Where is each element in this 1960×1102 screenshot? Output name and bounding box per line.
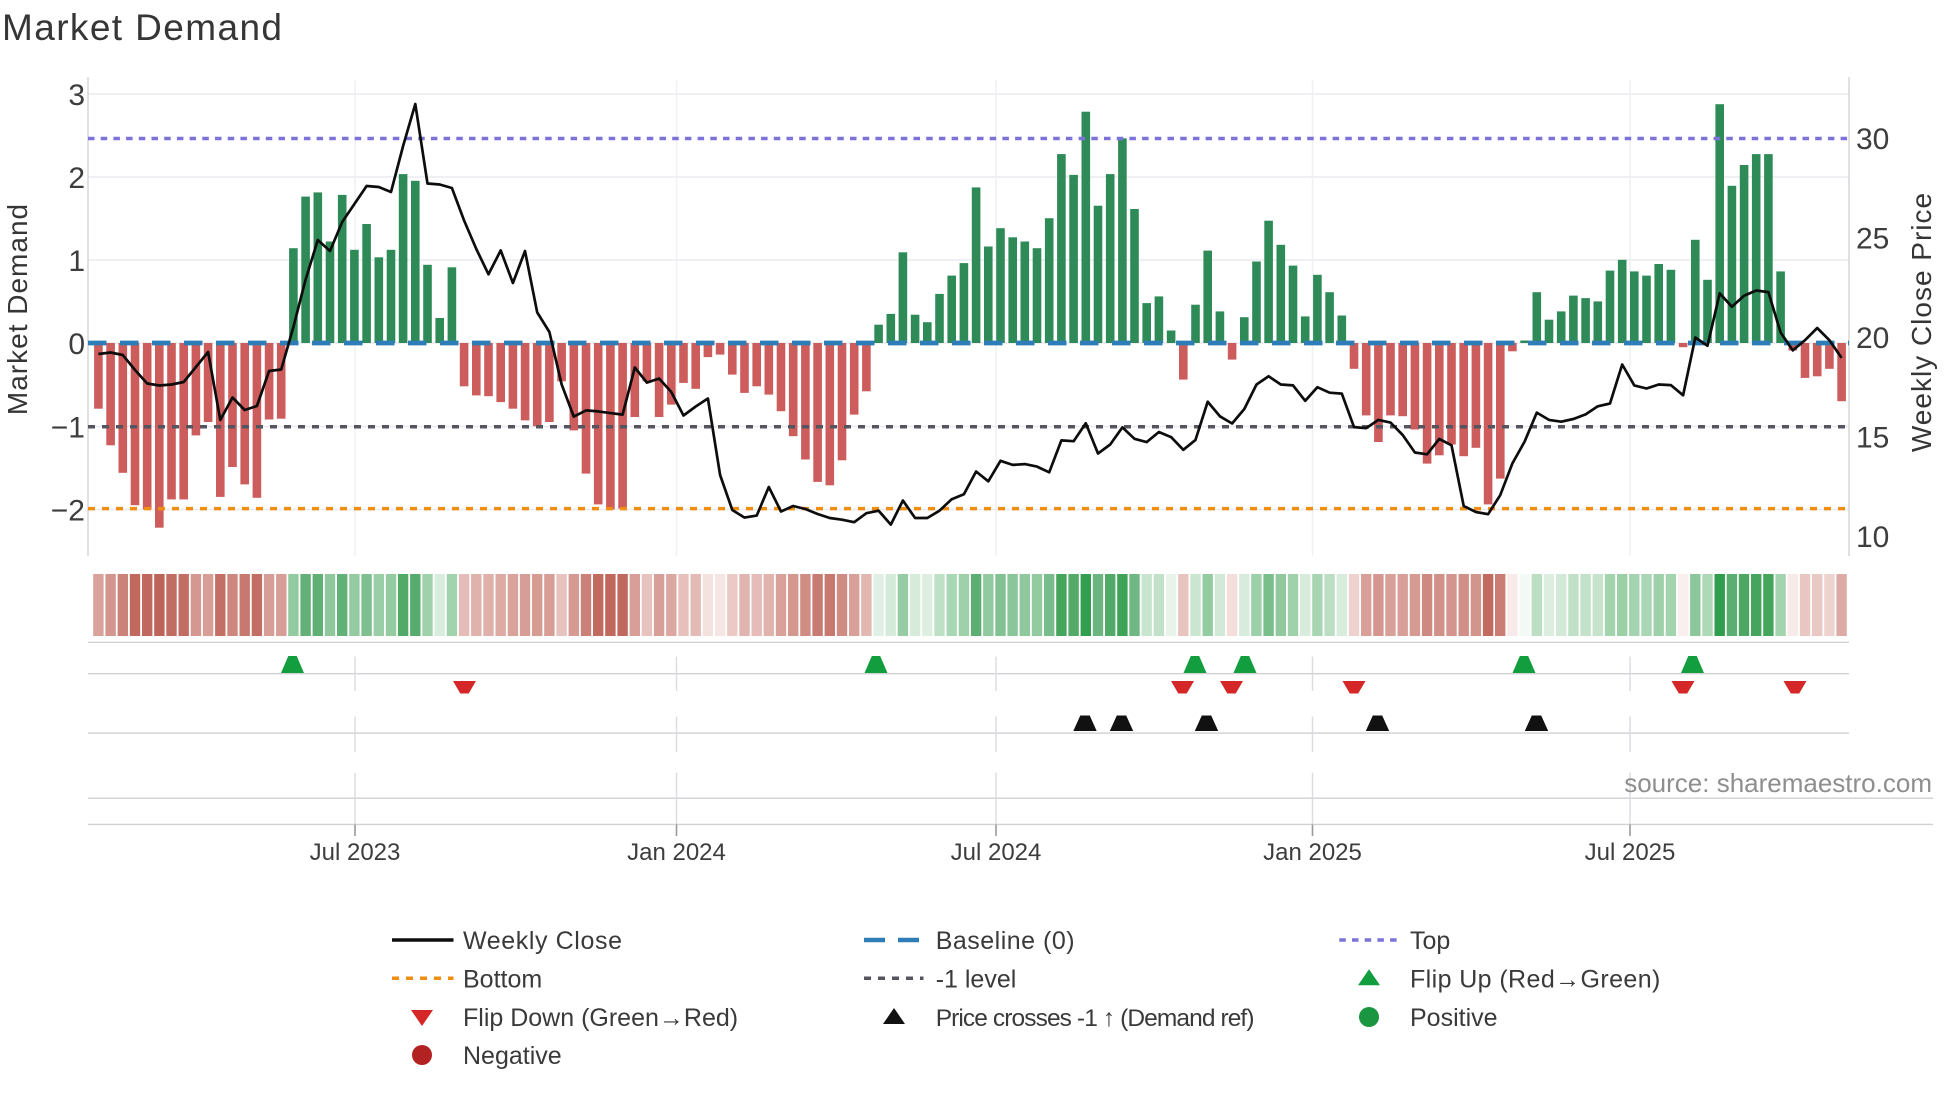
svg-text:Weekly Close Price: Weekly Close Price — [1906, 192, 1937, 452]
svg-text:source: sharemaestro.com: source: sharemaestro.com — [1624, 768, 1932, 798]
svg-text:3: 3 — [68, 79, 85, 112]
svg-text:Jan 2025: Jan 2025 — [1263, 839, 1362, 866]
svg-text:−1: −1 — [51, 412, 85, 445]
svg-text:10: 10 — [1856, 521, 1889, 554]
svg-text:0: 0 — [68, 328, 85, 361]
svg-text:Weekly Close: Weekly Close — [463, 927, 623, 955]
svg-text:15: 15 — [1856, 422, 1889, 455]
svg-text:30: 30 — [1856, 123, 1889, 156]
svg-text:Price crosses -1 ↑ (Demand ref: Price crosses -1 ↑ (Demand ref) — [936, 1005, 1254, 1032]
svg-text:Jul 2023: Jul 2023 — [310, 839, 401, 866]
svg-text:Bottom: Bottom — [463, 965, 542, 993]
svg-text:Flip Up (Red→Green): Flip Up (Red→Green) — [1410, 965, 1661, 993]
svg-text:25: 25 — [1856, 223, 1889, 256]
svg-text:1: 1 — [68, 245, 85, 278]
svg-text:Jan 2024: Jan 2024 — [627, 839, 726, 866]
svg-text:Jul 2024: Jul 2024 — [951, 839, 1042, 866]
svg-text:2: 2 — [68, 162, 85, 195]
svg-text:Market Demand: Market Demand — [2, 203, 33, 415]
svg-text:-1 level: -1 level — [936, 965, 1017, 993]
svg-text:Positive: Positive — [1410, 1004, 1498, 1032]
svg-text:20: 20 — [1856, 322, 1889, 355]
svg-text:Top: Top — [1410, 927, 1450, 955]
svg-text:Jul 2025: Jul 2025 — [1585, 839, 1676, 866]
svg-text:−2: −2 — [51, 495, 85, 528]
svg-text:Flip Down (Green→Red): Flip Down (Green→Red) — [463, 1004, 738, 1032]
svg-text:Negative: Negative — [463, 1042, 562, 1070]
svg-text:Baseline (0): Baseline (0) — [936, 927, 1075, 955]
svg-text:Market Demand: Market Demand — [2, 7, 283, 48]
